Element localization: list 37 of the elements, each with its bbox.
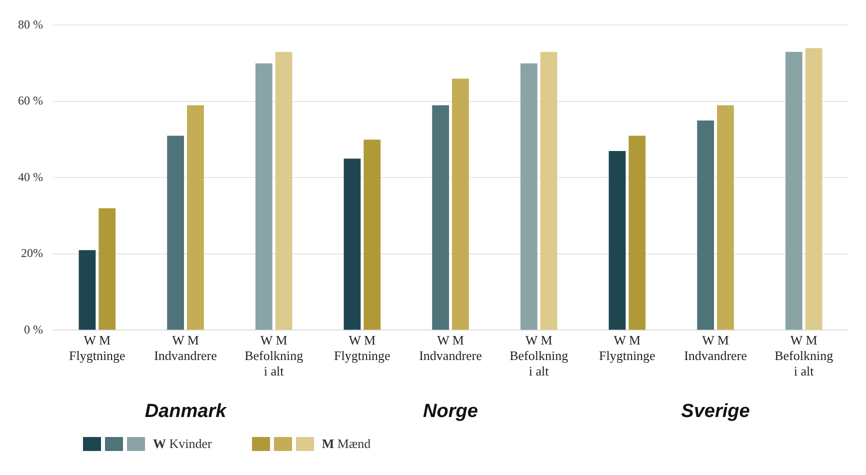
y-tick-label: 20% (20, 246, 43, 260)
bar (716, 105, 734, 330)
bar (697, 120, 714, 330)
bar (432, 105, 450, 330)
bar (78, 250, 96, 330)
bar (186, 105, 204, 330)
x-tick-label: W M Indvandrere (154, 332, 218, 364)
bar (540, 52, 558, 330)
bar (628, 136, 646, 330)
bar (452, 78, 469, 330)
bar (167, 136, 184, 330)
x-tick-label: W M Flygtninge (68, 332, 126, 364)
bar (364, 140, 381, 330)
y-tick-label: 60 % (18, 94, 43, 108)
x-tick-label: W M Indvandrere (419, 332, 482, 364)
bar (98, 208, 116, 330)
bar (608, 151, 626, 330)
legend-label: W Kvinder (153, 436, 212, 452)
x-tick-label: W M Indvandrere (684, 332, 748, 364)
legend-label: M Mænd (322, 436, 371, 452)
bar (275, 52, 292, 330)
bar (805, 48, 822, 330)
bar (344, 158, 361, 330)
y-tick-label: 80 % (18, 17, 43, 32)
text: Sverige (681, 401, 750, 422)
y-tick-label: 0 % (24, 322, 43, 336)
x-tick-label: W M Befolkning i alt (774, 332, 834, 379)
text: Danmark (144, 401, 228, 422)
bar (255, 63, 272, 330)
x-tick-label: W M Befolkning i alt (510, 332, 569, 379)
text: Norge (423, 401, 478, 422)
bar (785, 52, 802, 330)
y-tick-label: 40 % (18, 170, 43, 184)
x-tick-label: W M Flygtninge (334, 332, 391, 364)
x-tick-label: W M Befolkning i alt (244, 332, 304, 379)
x-tick-label: W M Flygtninge (598, 332, 656, 364)
bar (520, 63, 538, 330)
